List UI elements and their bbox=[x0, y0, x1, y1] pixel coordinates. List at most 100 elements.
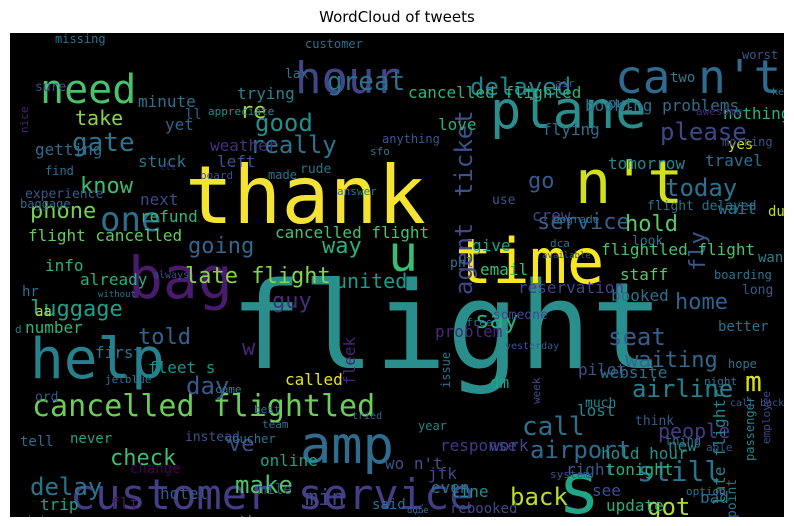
cloud-word: boarding bbox=[714, 268, 772, 282]
cloud-word: lost bbox=[577, 401, 616, 420]
cloud-word: problem bbox=[435, 322, 502, 341]
cloud-word: time bbox=[455, 225, 604, 298]
word-cloud-background bbox=[10, 33, 784, 517]
cloud-word: minute bbox=[138, 92, 196, 111]
cloud-word: cancelled flighted bbox=[408, 83, 581, 102]
cloud-word: ticket bbox=[450, 110, 478, 197]
cloud-word: tried bbox=[352, 411, 382, 422]
cloud-word: much bbox=[585, 396, 616, 411]
cloud-word: waiting bbox=[625, 348, 718, 373]
cloud-word: tell bbox=[20, 434, 54, 450]
cloud-word: trying bbox=[237, 84, 295, 103]
cloud-word: flying bbox=[542, 120, 600, 139]
cloud-word: trip bbox=[40, 495, 79, 514]
cloud-word: tonight bbox=[606, 460, 673, 479]
cloud-word: cancelled flightled bbox=[32, 389, 375, 424]
cloud-word: dm bbox=[490, 373, 509, 392]
cloud-word: make bbox=[235, 471, 293, 499]
cloud-word: well bbox=[413, 503, 426, 518]
cloud-word: home bbox=[675, 290, 728, 315]
cloud-word: aa bbox=[35, 304, 52, 320]
cloud-word: service bbox=[537, 210, 630, 235]
cloud-word: sure bbox=[35, 80, 66, 95]
cloud-word: missing bbox=[55, 33, 106, 46]
cloud-word: today bbox=[665, 174, 737, 202]
cloud-word: new bbox=[668, 436, 697, 455]
cloud-word: good bbox=[255, 109, 313, 137]
cloud-word: voucher bbox=[225, 432, 276, 446]
cloud-word: refund bbox=[140, 207, 198, 226]
cloud-word: status bbox=[20, 513, 60, 517]
cloud-word: go bbox=[528, 169, 555, 194]
cloud-word: best bbox=[254, 403, 281, 416]
cloud-word: leave bbox=[298, 516, 340, 517]
cloud-word: min bbox=[305, 486, 345, 511]
cloud-word: flt bbox=[110, 494, 139, 513]
cloud-word: fly bbox=[686, 231, 711, 271]
cloud-word: got bbox=[647, 493, 690, 517]
cloud-word: bag bbox=[128, 244, 233, 312]
cloud-word: number bbox=[25, 318, 83, 337]
cloud-word: right bbox=[566, 460, 614, 479]
cloud-word: want bbox=[758, 250, 784, 266]
cloud-word: experience bbox=[25, 187, 103, 202]
cloud-word: done bbox=[407, 506, 429, 516]
cloud-word: phone bbox=[30, 199, 96, 224]
cloud-word: issue bbox=[439, 352, 453, 388]
cloud-word: late flightr bbox=[710, 389, 729, 505]
cloud-word: response bbox=[440, 436, 517, 455]
cloud-word: hold hour bbox=[601, 444, 688, 463]
cloud-word: airport bbox=[530, 436, 631, 464]
cloud-word: phl bbox=[450, 256, 473, 271]
cloud-word: find bbox=[45, 164, 74, 178]
cloud-word: really bbox=[250, 131, 337, 159]
cloud-word: baggage bbox=[20, 197, 71, 211]
cloud-word: bad bbox=[700, 488, 729, 507]
cloud-word: customer service bbox=[70, 470, 475, 517]
cloud-word: update bbox=[606, 496, 664, 515]
cloud-word: d bbox=[15, 323, 22, 336]
word-cloud-canvas: flight thank customer service plane time bag h… bbox=[10, 33, 784, 517]
cloud-word: free bbox=[466, 316, 493, 329]
cloud-word: rebooked bbox=[450, 501, 517, 517]
cloud-word: thing bbox=[665, 434, 701, 448]
cloud-word: long bbox=[742, 283, 773, 298]
cloud-word: air bbox=[555, 77, 575, 90]
cloud-word: delay bbox=[30, 473, 102, 501]
cloud-word: ord bbox=[35, 390, 58, 405]
cloud-word: fleet s bbox=[148, 358, 215, 377]
cloud-word: ll bbox=[185, 107, 202, 123]
cloud-word: online bbox=[260, 451, 318, 470]
cloud-word: clt bbox=[160, 163, 176, 173]
cloud-word: still bbox=[637, 455, 721, 488]
cloud-word: website bbox=[600, 363, 667, 382]
cloud-word: nice bbox=[18, 107, 31, 134]
cloud-word: re bbox=[240, 99, 267, 124]
cloud-word: crew bbox=[532, 206, 571, 225]
cloud-word: n't bbox=[575, 148, 683, 218]
chart-title: WordCloud of tweets bbox=[319, 8, 475, 26]
cloud-word: check bbox=[110, 446, 176, 471]
cloud-word: said bbox=[372, 497, 406, 513]
cloud-word: yet bbox=[165, 115, 194, 134]
cloud-word: say bbox=[475, 306, 518, 334]
cloud-word: look bbox=[632, 234, 663, 249]
cloud-word: work bbox=[490, 436, 529, 455]
cloud-word: change bbox=[130, 461, 181, 477]
cloud-word: know bbox=[80, 174, 134, 199]
cloud-word: rude bbox=[300, 162, 331, 177]
cloud-word: nothing bbox=[723, 104, 784, 123]
cloud-word: booked bbox=[611, 286, 669, 305]
cloud-word: appreciate bbox=[208, 105, 274, 118]
cloud-word: wifi bbox=[388, 516, 417, 517]
cloud-word: take bbox=[75, 106, 123, 130]
cloud-word: plane bbox=[490, 81, 647, 141]
cloud-word: give bbox=[472, 236, 511, 255]
cloud-word: seat bbox=[608, 323, 666, 351]
cloud-word: weather bbox=[210, 136, 278, 155]
cloud-word: fleek bbox=[340, 336, 359, 385]
cloud-word: made bbox=[268, 168, 297, 182]
cloud-word: info bbox=[45, 256, 84, 275]
cloud-word: dfw bbox=[30, 514, 59, 517]
cloud-word: pay bbox=[452, 514, 472, 517]
